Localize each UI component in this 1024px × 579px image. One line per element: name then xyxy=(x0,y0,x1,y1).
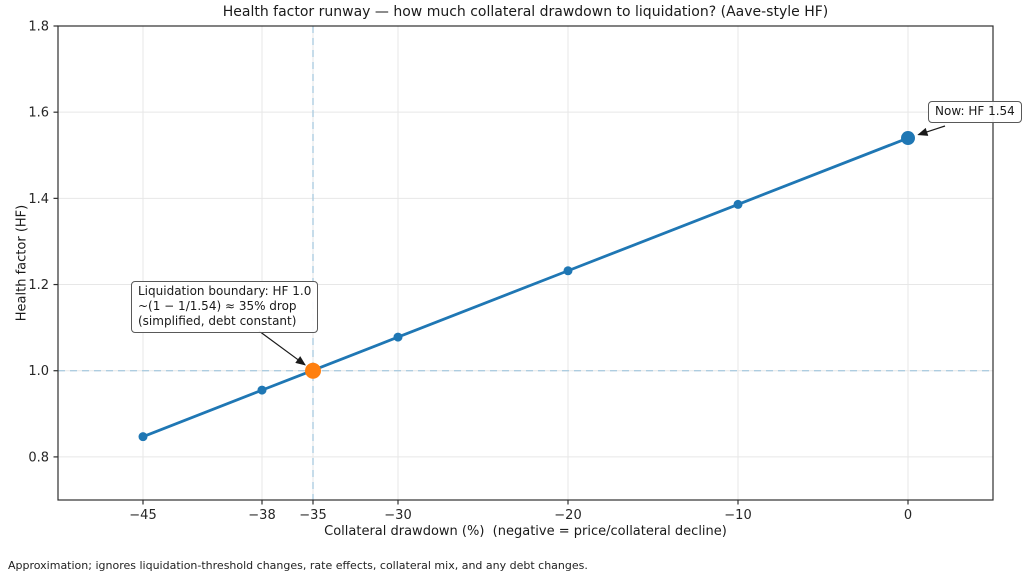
plot-area: −45 −38 −35 −30 −20 −10 0 0.8 1.0 1.2 1.4 1.6 1.8 xyxy=(28,20,994,523)
data-point xyxy=(733,199,743,209)
data-point xyxy=(257,385,267,395)
x-tick-label: 0 xyxy=(904,508,912,523)
y-tick-label: 1.6 xyxy=(28,106,49,121)
x-tick-label: −20 xyxy=(554,508,581,523)
annotation-now-hf: Now: HF 1.54 xyxy=(928,101,1022,123)
x-tick-label: −30 xyxy=(384,508,411,523)
y-axis-label: Health factor (HF) xyxy=(14,204,30,322)
x-tick-label: −35 xyxy=(299,508,326,523)
data-point xyxy=(563,266,573,276)
data-point xyxy=(393,332,403,342)
liquidation-boundary-point xyxy=(305,362,321,379)
annotation-liquidation-line-1: Liquidation boundary: HF 1.0 xyxy=(138,284,312,298)
x-axis-label: Collateral drawdown (%) (negative = pric… xyxy=(324,524,727,539)
chart-title: Health factor runway — how much collater… xyxy=(222,4,829,20)
current-hf-point xyxy=(901,131,915,146)
data-point xyxy=(138,432,148,442)
annotation-liquidation-line-2: ~(1 − 1/1.54) ≈ 35% drop xyxy=(138,299,297,313)
y-tick-label: 1.4 xyxy=(28,192,49,207)
x-tick-label: −10 xyxy=(724,508,751,523)
footnote: Approximation; ignores liquidation-thres… xyxy=(8,559,588,572)
annotation-liquidation-line-3: (simplified, debt constant) xyxy=(138,314,297,328)
x-tick-label: −45 xyxy=(129,508,156,523)
annotation-liquidation-boundary: Liquidation boundary: HF 1.0 ~(1 − 1/1.5… xyxy=(131,281,319,333)
x-tick-label: −38 xyxy=(248,508,275,523)
y-tick-label: 0.8 xyxy=(28,450,49,465)
now-annotation-arrow xyxy=(917,125,946,136)
y-tick-label: 1.2 xyxy=(28,278,49,293)
plot-border xyxy=(57,25,994,501)
y-tick-label: 1.8 xyxy=(28,20,49,35)
liquidation-annotation-arrow xyxy=(258,330,306,366)
y-tick-label: 1.0 xyxy=(28,364,49,379)
